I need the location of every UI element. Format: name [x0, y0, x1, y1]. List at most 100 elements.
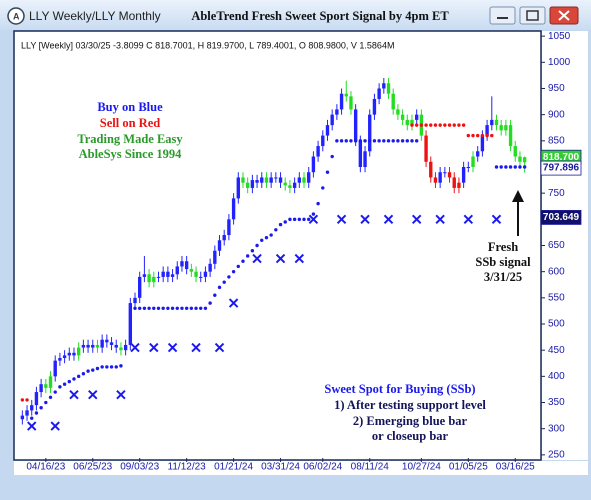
signal-dot [447, 123, 452, 127]
signal-dot [175, 306, 179, 311]
candle-body [166, 271, 170, 277]
x-tick-label: 09/03/23 [120, 462, 159, 473]
candle-body [34, 392, 39, 406]
window-title: LLY Weekly/LLY Monthly [29, 9, 161, 23]
candle-body [466, 166, 471, 168]
signal-dot [410, 123, 414, 127]
candle-body [353, 109, 358, 141]
candle-body [114, 344, 118, 348]
window-buttons[interactable] [489, 6, 579, 25]
x-tick-label: 08/11/24 [351, 462, 390, 473]
signal-dot [476, 133, 480, 138]
annotation: Sweet Spot for Buying (SSb) [324, 382, 475, 396]
candle-body [269, 177, 273, 183]
signal-dot [25, 398, 29, 402]
candle-body [180, 261, 184, 267]
annotation: SSb signal [475, 255, 531, 269]
signal-dot [250, 249, 255, 253]
candle-body [203, 271, 208, 277]
chart-title: AbleTrend Fresh Sweet Sport Signal by 4p… [191, 9, 449, 23]
signal-dot [400, 139, 405, 143]
candle-body [184, 261, 189, 270]
maximize-icon [526, 10, 539, 21]
signal-dot [433, 123, 438, 127]
y-tick-label: 250 [548, 450, 565, 461]
ssb-cross [491, 214, 502, 225]
signal-dot [105, 365, 109, 369]
signal-dot [156, 306, 161, 311]
signal-dot [386, 139, 391, 143]
signal-dot [452, 123, 456, 127]
signal-dot [377, 139, 381, 143]
candle-body [311, 156, 316, 173]
price-tag-label: 703.649 [543, 212, 580, 223]
signal-dot [490, 133, 494, 138]
minimize-button[interactable] [489, 6, 516, 25]
candle-body [20, 415, 25, 420]
candle-body [123, 344, 128, 351]
ssb-cross [383, 214, 394, 225]
signal-dot [391, 139, 395, 143]
candle-body [241, 177, 245, 183]
signal-dot [58, 385, 62, 389]
signal-dot [499, 165, 503, 169]
annotation: Buy on Blue [97, 100, 163, 114]
signal-dot [405, 139, 409, 143]
x-tick-label: 03/31/24 [261, 462, 300, 473]
signal-dot [480, 133, 485, 138]
y-tick-label: 450 [548, 345, 565, 356]
signal-dot [424, 123, 428, 127]
ssb-cross [116, 389, 126, 400]
annotation: 3/31/25 [484, 270, 522, 284]
signal-dot [44, 400, 48, 405]
candle-body [222, 235, 226, 241]
app-icon-glyph: A [13, 11, 20, 21]
candle-body [231, 198, 236, 220]
candle-body [72, 352, 76, 356]
ssb-cross [411, 214, 422, 225]
candle-body [485, 125, 489, 136]
signal-arrowhead [512, 190, 524, 202]
maximize-button[interactable] [519, 6, 546, 25]
signal-dot [283, 220, 287, 224]
x-tick-label: 11/12/23 [168, 462, 207, 473]
signal-dot [20, 398, 25, 402]
candle-body [494, 119, 499, 126]
signal-dot [255, 243, 259, 248]
candle-body [81, 344, 86, 348]
price-tag [540, 160, 582, 176]
signal-dot [522, 165, 527, 169]
signal-dot [236, 264, 240, 269]
ssb-cross [308, 214, 319, 225]
signal-dot [278, 222, 283, 227]
candle-body [217, 240, 222, 251]
candle-body [86, 344, 90, 348]
candle-body [368, 114, 372, 152]
candle-body [91, 344, 95, 348]
signal-dot [119, 364, 123, 368]
signal-dot [180, 306, 184, 311]
signal-dot [494, 165, 499, 169]
y-tick-label: 750 [548, 188, 565, 199]
signal-dot [81, 372, 86, 376]
candle-body [194, 271, 198, 277]
annotation: Sell on Red [100, 116, 160, 130]
y-tick-label: 600 [548, 266, 565, 277]
signal-dot [349, 139, 353, 143]
signal-dot [471, 133, 475, 138]
candle-body [62, 355, 67, 359]
candle-body [499, 125, 503, 131]
signal-dot [264, 235, 269, 240]
candle-body [147, 274, 151, 283]
candle-body [429, 161, 433, 178]
ssb-cross [435, 214, 445, 225]
signal-dot [518, 165, 522, 169]
price-axis-area [542, 31, 588, 460]
signal-dot [429, 123, 433, 127]
signal-dot [170, 306, 175, 311]
signal-dot [335, 139, 339, 143]
candle-body [260, 177, 264, 183]
signal-dot [419, 123, 424, 127]
close-icon [558, 10, 570, 21]
x-tick-label: 10/27/24 [402, 462, 441, 473]
